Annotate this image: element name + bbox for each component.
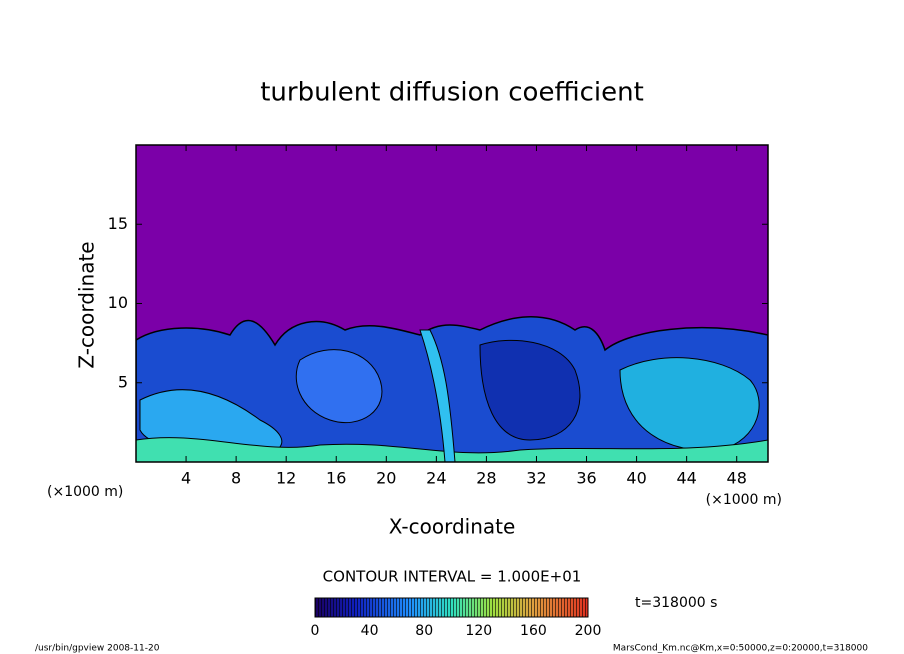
x-tick-label: 40 <box>626 469 646 488</box>
footer-right: MarsCond_Km.nc@Km,x=0:50000,z=0:20000,t=… <box>613 644 868 654</box>
field <box>136 316 768 462</box>
x-tick-label: 28 <box>476 469 496 488</box>
x-tick-label: 8 <box>231 469 241 488</box>
colorbar-tick-label: 120 <box>465 623 492 639</box>
y-tick-label: 10 <box>108 293 128 312</box>
x-axis-label: X-coordinate <box>389 515 516 539</box>
chart-title: turbulent diffusion coefficient <box>260 78 644 108</box>
x-tick-label: 44 <box>676 469 696 488</box>
colorbar-lines <box>314 597 589 618</box>
colorbar-tick-label: 40 <box>361 623 379 639</box>
footer-left: /usr/bin/gpview 2008-11-20 <box>35 644 160 654</box>
x-tick-label: 32 <box>526 469 546 488</box>
time-label: t=318000 s <box>635 595 717 611</box>
x-tick-label: 48 <box>727 469 747 488</box>
colorbar-tick-label: 80 <box>415 623 433 639</box>
colorbar-tick-label: 0 <box>311 623 320 639</box>
x-tick-label: 4 <box>181 469 191 488</box>
x-tick-label: 20 <box>376 469 396 488</box>
y-tick-label: 15 <box>108 214 128 233</box>
x-tick-label: 16 <box>326 469 346 488</box>
y-unit: (×1000 m) <box>47 484 123 500</box>
colorbar-label: CONTOUR INTERVAL = 1.000E+01 <box>323 568 582 586</box>
x-tick-label: 36 <box>576 469 596 488</box>
y-tick-label: 5 <box>118 372 128 391</box>
x-tick-label: 12 <box>276 469 296 488</box>
y-axis-label: Z-coordinate <box>75 241 99 368</box>
colorbar-tick-label: 160 <box>520 623 547 639</box>
colorbar-tick-label: 200 <box>575 623 602 639</box>
x-tick-label: 24 <box>426 469 446 488</box>
x-unit: (×1000 m) <box>706 492 782 508</box>
